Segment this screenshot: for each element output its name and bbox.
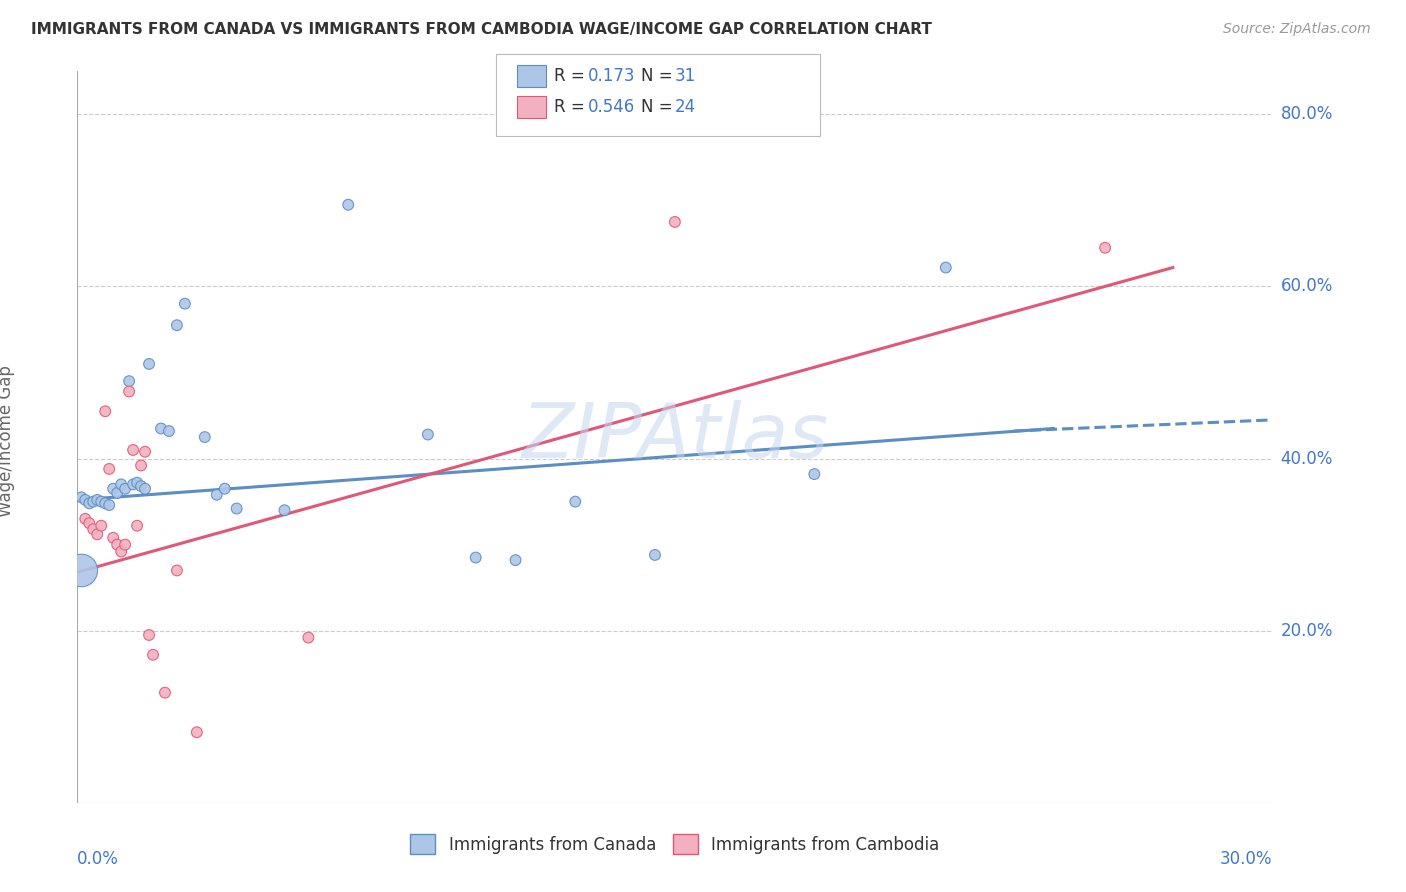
Text: 30.0%: 30.0% [1220, 850, 1272, 868]
Point [225, 501, 247, 516]
Text: IMMIGRANTS FROM CANADA VS IMMIGRANTS FROM CAMBODIA WAGE/INCOME GAP CORRELATION C: IMMIGRANTS FROM CANADA VS IMMIGRANTS FRO… [31, 22, 932, 37]
Point [90, 494, 112, 508]
Point [94, 496, 117, 510]
Legend: Immigrants from Canada, Immigrants from Cambodia: Immigrants from Canada, Immigrants from … [404, 828, 946, 860]
Point [935, 260, 957, 275]
Point [664, 215, 686, 229]
Point [416, 427, 439, 442]
Point [79, 496, 101, 510]
Point [82, 494, 104, 508]
Point [214, 482, 236, 496]
Point [122, 477, 145, 491]
Text: ZIPAtlas: ZIPAtlas [522, 401, 828, 474]
Point [1094, 241, 1116, 255]
Text: Source: ZipAtlas.com: Source: ZipAtlas.com [1223, 22, 1371, 37]
Point [98, 498, 121, 512]
Point [118, 374, 141, 388]
Point [75, 492, 97, 507]
Point [174, 296, 197, 310]
Point [142, 648, 165, 662]
Point [194, 430, 217, 444]
Point [166, 318, 188, 333]
Point [564, 494, 586, 508]
Point [803, 467, 825, 481]
Point [118, 384, 141, 399]
Point [297, 631, 319, 645]
Point [138, 628, 160, 642]
Text: R =: R = [554, 67, 591, 85]
Point [70, 491, 93, 505]
Text: 20.0%: 20.0% [1281, 622, 1333, 640]
Point [103, 482, 124, 496]
Point [644, 548, 666, 562]
Text: 31: 31 [675, 67, 696, 85]
Point [79, 516, 101, 530]
Point [105, 486, 128, 500]
Point [337, 198, 360, 212]
Point [127, 475, 149, 490]
Point [150, 421, 173, 435]
Point [82, 522, 104, 536]
Point [103, 531, 124, 545]
Point [166, 564, 188, 578]
Point [94, 404, 117, 418]
Text: 40.0%: 40.0% [1281, 450, 1333, 467]
Point [273, 503, 295, 517]
Point [205, 488, 228, 502]
Point [134, 482, 156, 496]
Point [138, 357, 160, 371]
Text: 0.173: 0.173 [588, 67, 636, 85]
Point [86, 492, 108, 507]
Point [129, 458, 152, 473]
Point [114, 482, 136, 496]
Point [110, 544, 132, 558]
Point [129, 479, 152, 493]
Point [122, 442, 145, 457]
Point [70, 564, 93, 578]
Point [134, 444, 156, 458]
Point [114, 538, 136, 552]
Point [505, 553, 527, 567]
Text: R =: R = [554, 98, 591, 116]
Point [464, 550, 486, 565]
Point [153, 686, 176, 700]
Text: N =: N = [641, 67, 678, 85]
Text: 0.0%: 0.0% [77, 850, 120, 868]
Point [157, 424, 180, 438]
Point [75, 512, 97, 526]
Point [86, 527, 108, 541]
Text: Wage/Income Gap: Wage/Income Gap [0, 366, 14, 517]
Point [105, 538, 128, 552]
Point [90, 518, 112, 533]
Text: 24: 24 [675, 98, 696, 116]
Text: 0.546: 0.546 [588, 98, 636, 116]
Text: N =: N = [641, 98, 678, 116]
Text: 60.0%: 60.0% [1281, 277, 1333, 295]
Point [186, 725, 208, 739]
Point [127, 518, 149, 533]
Point [110, 477, 132, 491]
Point [98, 462, 121, 476]
Text: 80.0%: 80.0% [1281, 105, 1333, 123]
